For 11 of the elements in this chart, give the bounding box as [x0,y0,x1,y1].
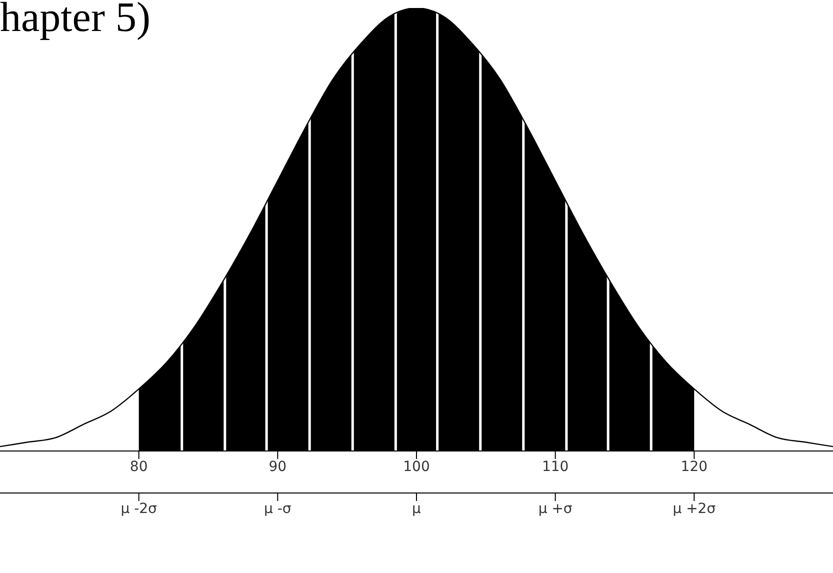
x-tick-label: 110 [542,458,569,475]
x-tick-label: 120 [680,458,708,475]
text: μ [412,500,422,517]
text: μ +σ [538,500,572,517]
chart-title: hapter 5) [0,0,150,42]
text: μ +2σ [672,500,716,517]
x-tick-label: 90 [268,458,287,475]
x-tick-label: 80 [130,458,148,475]
text: μ -2σ [120,500,158,517]
text: μ -σ [264,500,292,517]
x-tick-label: 100 [403,458,430,475]
